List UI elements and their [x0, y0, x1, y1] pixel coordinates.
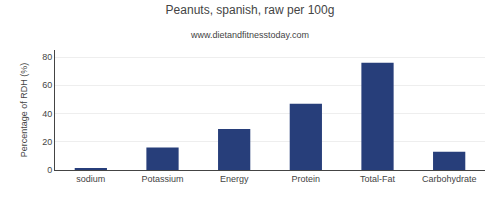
svg-text:80: 80 — [42, 52, 52, 62]
svg-text:Carbohydrate: Carbohydrate — [422, 174, 477, 184]
svg-text:Energy: Energy — [220, 174, 249, 184]
svg-text:Potassium: Potassium — [141, 174, 183, 184]
svg-text:Total-Fat: Total-Fat — [360, 174, 396, 184]
svg-text:sodium: sodium — [76, 174, 105, 184]
svg-text:Peanuts, spanish, raw per 100g: Peanuts, spanish, raw per 100g — [166, 3, 335, 17]
svg-text:40: 40 — [42, 109, 52, 119]
svg-text:60: 60 — [42, 80, 52, 90]
svg-text:Percentage of RDH (%): Percentage of RDH (%) — [19, 63, 29, 158]
svg-text:20: 20 — [42, 137, 52, 147]
svg-text:www.dietandfitnesstoday.com: www.dietandfitnesstoday.com — [190, 30, 309, 40]
svg-text:Protein: Protein — [292, 174, 321, 184]
svg-text:0: 0 — [47, 165, 52, 175]
